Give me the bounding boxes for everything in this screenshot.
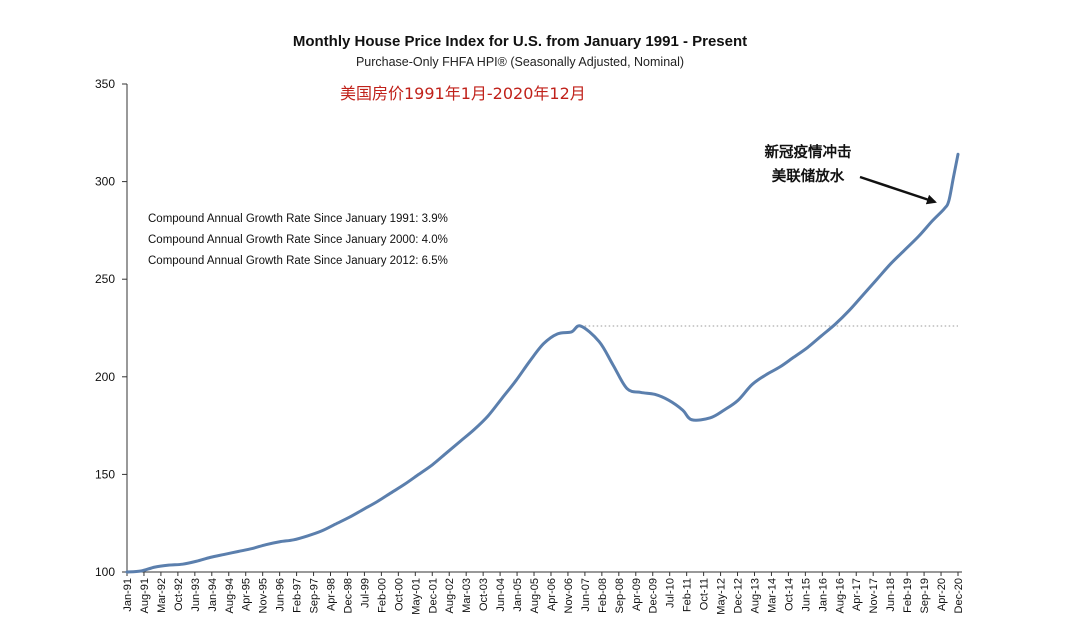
y-tick-label: 350 <box>95 77 115 91</box>
x-tick-label: Apr-20 <box>936 578 948 611</box>
x-tick-label: Feb-97 <box>292 578 304 613</box>
growth-note-2000: Compound Annual Growth Rate Since Januar… <box>148 234 448 246</box>
x-tick-label: Oct-00 <box>393 578 405 611</box>
x-tick-label: Apr-95 <box>241 578 253 611</box>
x-tick-label: Sep-08 <box>614 578 626 613</box>
chinese-date-range-annotation: 美国房价1991年1月-2020年12月 <box>340 84 586 103</box>
x-tick-label: Aug-16 <box>834 578 846 613</box>
chart-subtitle: Purchase-Only FHFA HPI® (Seasonally Adju… <box>356 55 684 69</box>
x-tick-label: Dec-01 <box>427 578 439 613</box>
x-tick-label: Feb-19 <box>902 578 914 613</box>
x-tick-label: Feb-11 <box>682 578 694 612</box>
hpi-series-line <box>125 152 960 574</box>
x-tick-label: Feb-00 <box>376 578 388 613</box>
x-tick-label: Aug-94 <box>224 578 236 613</box>
x-tick-label: Oct-14 <box>783 578 795 611</box>
y-axis: 100 150 200 250 300 350 <box>95 77 128 579</box>
x-tick-label: Oct-03 <box>478 578 490 611</box>
plot-area <box>125 152 960 574</box>
x-tick-label: Aug-13 <box>749 578 761 613</box>
chart-title: Monthly House Price Index for U.S. from … <box>293 33 747 50</box>
x-axis: Jan-91 Aug-91 Mar-92 Oct-92 Jun-93 Jan-94 Aug-… <box>122 571 965 615</box>
x-tick-label: Jun-93 <box>190 578 202 612</box>
x-tick-label: Oct-11 <box>699 578 711 610</box>
x-tick-label: May-01 <box>410 578 422 615</box>
x-tick-label: Sep-97 <box>309 578 321 613</box>
x-tick-label: Sep-19 <box>919 578 931 613</box>
x-tick-label: Jun-07 <box>580 578 592 612</box>
growth-note-1991: Compound Annual Growth Rate Since Januar… <box>148 213 448 225</box>
x-tick-label: Aug-91 <box>139 578 151 613</box>
annotation-line-1: 新冠疫情冲击 <box>765 143 852 161</box>
x-tick-label: Jul-10 <box>665 578 677 608</box>
x-tick-label: Oct-92 <box>173 578 185 611</box>
y-tick-label: 250 <box>95 272 115 286</box>
x-tick-label: Aug-02 <box>444 578 456 613</box>
x-tick-label: Jan-94 <box>207 578 219 612</box>
x-tick-label: Apr-17 <box>851 578 863 611</box>
x-tick-label: Feb-08 <box>597 578 609 613</box>
annotation-arrow <box>859 175 937 205</box>
x-tick-label: Dec-20 <box>953 578 965 613</box>
x-tick-label: Apr-09 <box>631 578 643 611</box>
y-tick-label: 100 <box>95 565 115 579</box>
y-tick-label: 150 <box>95 467 115 481</box>
covid-annotation: 新冠疫情冲击 美联储放水 <box>765 143 852 185</box>
x-tick-label: Apr-06 <box>546 578 558 611</box>
x-tick-label: Dec-09 <box>648 578 660 613</box>
x-tick-label: Mar-92 <box>156 578 168 613</box>
y-tick-label: 300 <box>95 175 115 189</box>
x-tick-label: Jun-96 <box>275 578 287 612</box>
x-tick-label: Jun-18 <box>885 578 897 612</box>
x-tick-label: Nov-06 <box>563 578 575 613</box>
x-tick-label: Dec-98 <box>342 578 354 613</box>
x-tick-label: Jan-16 <box>817 578 829 612</box>
x-tick-label: Mar-03 <box>461 578 473 613</box>
x-tick-label: Dec-12 <box>733 578 745 613</box>
annotation-line-2: 美联储放水 <box>772 167 845 185</box>
growth-note-2012: Compound Annual Growth Rate Since Januar… <box>148 255 448 267</box>
x-tick-label: Jan-05 <box>512 578 524 612</box>
x-tick-label: Jul-99 <box>359 578 371 608</box>
x-tick-label: May-12 <box>716 578 728 615</box>
x-tick-label: Aug-05 <box>529 578 541 613</box>
x-tick-label: Jan-91 <box>122 578 134 612</box>
x-tick-label: Nov-95 <box>258 578 270 613</box>
y-tick-label: 200 <box>95 370 115 384</box>
x-tick-label: Jun-04 <box>495 578 507 612</box>
x-tick-label: Mar-14 <box>766 578 778 613</box>
x-tick-label: Jun-15 <box>800 578 812 612</box>
growth-notes: Compound Annual Growth Rate Since Januar… <box>148 213 448 267</box>
x-tick-label: Nov-17 <box>868 578 880 613</box>
x-tick-label: Apr-98 <box>326 578 338 611</box>
